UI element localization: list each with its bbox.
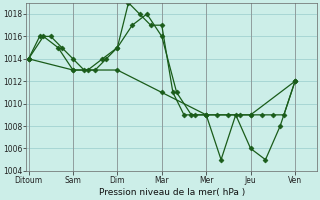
X-axis label: Pression niveau de la mer( hPa ): Pression niveau de la mer( hPa )	[99, 188, 245, 197]
